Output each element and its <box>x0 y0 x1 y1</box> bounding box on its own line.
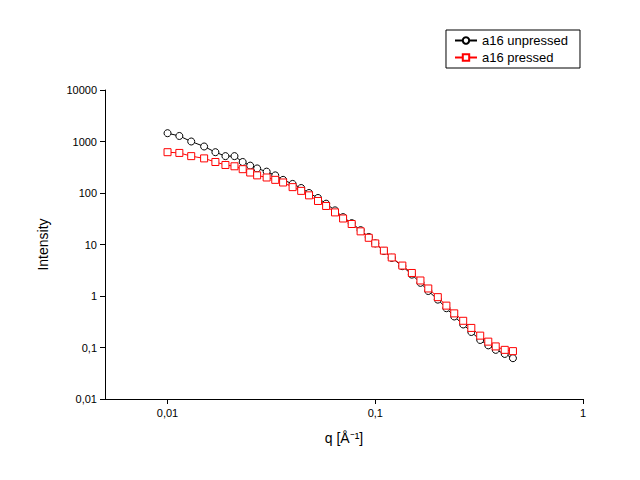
svg-text:10000: 10000 <box>66 84 97 96</box>
svg-text:0,01: 0,01 <box>76 393 97 405</box>
svg-text:1: 1 <box>91 290 97 302</box>
svg-text:q [Å⁻¹]: q [Å⁻¹] <box>325 430 363 446</box>
svg-text:1: 1 <box>580 407 586 419</box>
svg-text:a16 unpressed: a16 unpressed <box>482 33 568 48</box>
svg-text:a16 pressed: a16 pressed <box>482 50 554 65</box>
svg-text:100: 100 <box>79 187 97 199</box>
svg-text:0,1: 0,1 <box>368 407 383 419</box>
svg-text:10: 10 <box>85 239 97 251</box>
svg-text:Intensity: Intensity <box>35 218 51 270</box>
svg-text:0,1: 0,1 <box>82 342 97 354</box>
svg-text:0,01: 0,01 <box>157 407 178 419</box>
svg-text:1000: 1000 <box>73 136 97 148</box>
